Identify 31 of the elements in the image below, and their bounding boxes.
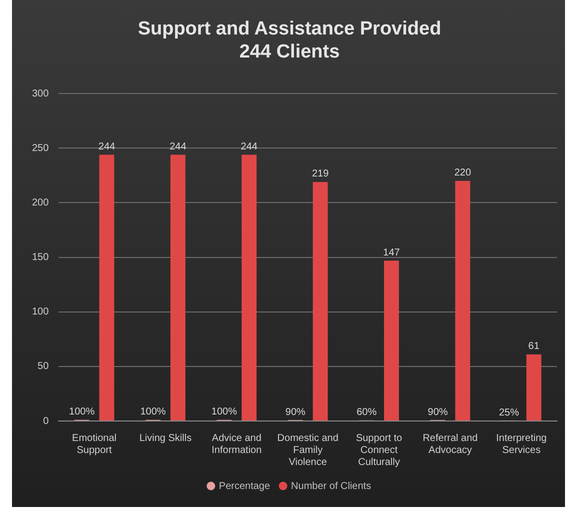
data-label: 147 [383, 247, 400, 258]
x-tick-label: Support to Connect Culturally [356, 432, 403, 468]
data-label: 90% [428, 406, 448, 418]
data-label: 60% [356, 407, 377, 418]
data-label: 61 [528, 341, 540, 352]
y-tick-label: 250 [32, 142, 50, 154]
y-tick-label: 300 [32, 88, 50, 100]
data-label: 244 [98, 141, 116, 152]
data-label: 25% [498, 407, 520, 418]
data-label: 244 [170, 141, 187, 152]
x-tick-label: Living Skills [139, 432, 192, 444]
legend-label: Number of Clients [291, 480, 372, 492]
x-tick-label: Interpreting Services [496, 432, 547, 456]
y-tick-label: 200 [32, 197, 50, 208]
y-tick-label: 150 [32, 252, 50, 264]
chart-title: Support and Assistance Provided 244 Clients [138, 18, 442, 62]
x-tick-label: Advice and Information [212, 432, 262, 456]
y-tick-label: 0 [43, 416, 50, 427]
data-label: 90% [285, 406, 306, 418]
x-tick-label: Domestic and Family Violence [277, 432, 338, 468]
data-label: 219 [312, 168, 330, 180]
legend-label: Percentage [218, 480, 270, 492]
data-label: 220 [454, 168, 472, 179]
y-tick-label: 50 [38, 361, 50, 372]
x-tick-label: Referral and Advocacy [422, 432, 478, 456]
data-label: 100% [140, 406, 166, 418]
y-tick-label: 100 [32, 306, 50, 318]
x-tick-label: Emotional Support [72, 432, 117, 456]
data-label: 244 [240, 141, 258, 152]
data-label: 100% [69, 406, 95, 418]
data-label: 100% [211, 406, 238, 418]
